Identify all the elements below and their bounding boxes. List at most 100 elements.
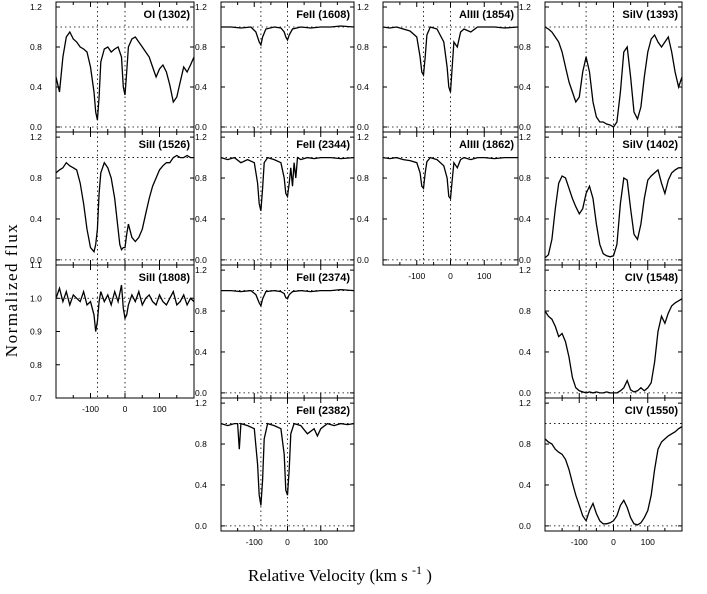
y-tick-label: 0.8: [519, 306, 531, 316]
y-tick-label: 0.8: [30, 173, 42, 183]
x-tick-label: -100: [246, 537, 263, 547]
y-axis-label-text: Normalized flux: [2, 223, 21, 357]
ion-label: OI (1302): [144, 9, 191, 21]
y-tick-label: 0.9: [30, 327, 42, 337]
flux-spectrum-line: [382, 26, 519, 93]
y-tick-label: 0.0: [195, 388, 207, 398]
y-tick-label: 1.2: [357, 2, 369, 12]
spectrum-panel: 0.0 0.4 0.8 1.2 AlIII (1854): [357, 1, 519, 133]
y-tick-label: 1.2: [30, 132, 42, 142]
flux-spectrum-line: [55, 154, 194, 254]
spectrum-panel: 0.0 0.4 0.8 1.2 -100 0 100 CIV (1550): [519, 397, 683, 547]
x-tick-label: 100: [152, 404, 166, 414]
flux-spectrum-line: [544, 167, 682, 259]
y-tick-label: 0.8: [30, 42, 42, 52]
flux-spectrum-line: [382, 156, 518, 201]
spectrum-panel: 0.0 0.4 0.8 1.2 SiIV (1402): [519, 131, 683, 266]
ion-label: FeII (2382): [296, 405, 350, 417]
y-tick-label: 0.4: [30, 82, 42, 92]
ion-label: CIV (1550): [625, 405, 679, 417]
ion-label: SiIV (1402): [622, 139, 678, 151]
spectrum-panel: 0.0 0.4 0.8 1.2 OI (1302): [30, 1, 195, 133]
y-tick-label: 1.2: [519, 2, 531, 12]
ion-label: SiII (1526): [139, 139, 191, 151]
x-tick-label: 100: [314, 537, 328, 547]
spectrum-panel: 0.0 0.4 0.8 1.2 FeII (2344): [195, 131, 355, 266]
spectrum-panel: 0.0 0.4 0.8 1.2 FeII (2374): [195, 264, 355, 399]
y-tick-label: 0.0: [195, 521, 207, 531]
flux-spectrum-line: [220, 156, 355, 211]
y-tick-label: 1.2: [195, 132, 207, 142]
x-tick-label: -100: [82, 404, 99, 414]
x-axis-label-exponent: -1: [412, 563, 422, 577]
spectrum-panel: 0.7 0.8 0.9 1.0 1.1 -100 0 100 SiII (1808): [30, 260, 195, 414]
y-tick-label: 1.2: [30, 2, 42, 12]
y-tick-label: 1.2: [519, 398, 531, 408]
y-tick-label: 1.2: [357, 132, 369, 142]
y-tick-label: 0.0: [519, 255, 531, 265]
ion-label: AlIII (1854): [459, 9, 514, 21]
y-tick-label: 1.2: [195, 2, 207, 12]
y-tick-label: 0.0: [357, 255, 369, 265]
flux-spectrum-line: [544, 426, 683, 526]
flux-spectrum-line: [221, 288, 355, 308]
y-axis-label: Normalized flux: [2, 223, 21, 357]
y-tick-label: 0.4: [357, 82, 369, 92]
x-tick-label: 0: [448, 271, 453, 281]
y-tick-label: 0.8: [519, 173, 531, 183]
y-tick-label: 0.4: [357, 214, 369, 224]
y-tick-label: 1.2: [195, 265, 207, 275]
y-tick-label: 0.4: [30, 214, 42, 224]
y-tick-label: 0.8: [357, 42, 369, 52]
y-tick-label: 0.0: [30, 122, 42, 132]
x-tick-label: 0: [611, 537, 616, 547]
x-axis-label: Relative Velocity (km s -1 ): [248, 563, 432, 585]
y-tick-label: 0.4: [195, 214, 207, 224]
ion-label: SiII (1808): [139, 272, 191, 284]
ion-label: SiIV (1393): [622, 9, 678, 21]
spectrum-panel: 0.0 0.4 0.8 1.2 CIV (1548): [519, 264, 683, 399]
spectrum-panel: 0.0 0.4 0.8 1.2 SiIV (1393): [519, 1, 683, 133]
y-tick-label: 0.0: [519, 122, 531, 132]
spectrum-panel: 0.0 0.4 0.8 1.2 FeII (1608): [195, 1, 355, 133]
y-tick-label: 0.4: [195, 347, 207, 357]
spectrum-panel: 0.0 0.4 0.8 1.2 -100 0 100 AlIII (1862): [357, 131, 519, 281]
flux-spectrum-line: [55, 284, 195, 332]
spectrum-panel: 0.0 0.4 0.8 1.2 -100 0 100 FeII (2382): [195, 397, 355, 547]
y-tick-label: 0.8: [195, 42, 207, 52]
y-tick-label: 0.4: [519, 480, 531, 490]
y-tick-label: 0.4: [195, 480, 207, 490]
y-tick-label: 0.8: [195, 439, 207, 449]
y-tick-label: 0.0: [357, 122, 369, 132]
y-tick-label: 1.1: [30, 260, 42, 270]
flux-spectrum-line: [55, 30, 195, 121]
y-tick-label: 1.2: [519, 132, 531, 142]
y-tick-label: 0.4: [195, 82, 207, 92]
y-tick-label: 0.4: [519, 347, 531, 357]
y-tick-label: 1.2: [195, 398, 207, 408]
x-tick-label: 0: [285, 537, 290, 547]
x-tick-label: -100: [408, 271, 425, 281]
y-tick-label: 0.4: [519, 214, 531, 224]
ion-label: FeII (2344): [296, 139, 350, 151]
y-tick-label: 0.4: [519, 82, 531, 92]
ion-label: FeII (2374): [296, 272, 350, 284]
flux-spectrum-line: [544, 26, 683, 128]
y-tick-label: 0.0: [519, 388, 531, 398]
y-tick-label: 0.8: [195, 173, 207, 183]
y-tick-label: 0.0: [195, 122, 207, 132]
y-tick-label: 1.0: [30, 293, 42, 303]
y-tick-label: 0.0: [195, 255, 207, 265]
x-tick-label: 0: [123, 404, 128, 414]
svg-text:Relative Velocity (km s -1: Relative Velocity (km s -1 ): [248, 563, 432, 585]
x-tick-label: 100: [641, 537, 655, 547]
y-tick-label: 1.2: [519, 265, 531, 275]
flux-spectrum-line: [220, 422, 355, 506]
spectrum-panel: 0.0 0.4 0.8 1.2 SiII (1526): [30, 131, 195, 266]
y-tick-label: 0.8: [519, 439, 531, 449]
flux-spectrum-line: [544, 298, 683, 394]
y-tick-label: 0.0: [519, 521, 531, 531]
y-tick-label: 0.8: [357, 173, 369, 183]
ion-label: CIV (1548): [625, 272, 679, 284]
